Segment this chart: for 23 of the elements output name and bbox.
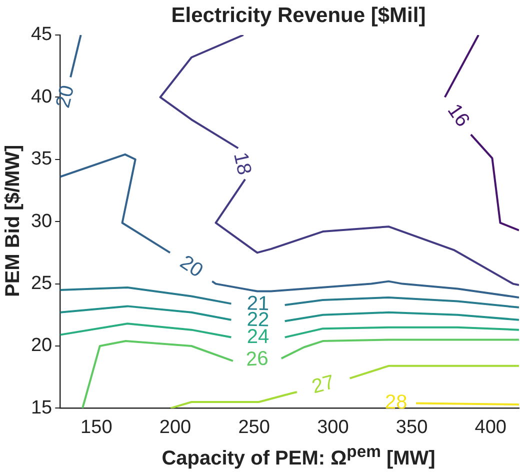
y-tick-label: 20 bbox=[30, 335, 52, 356]
x-tick-label: 400 bbox=[474, 416, 506, 438]
y-axis-title: PEM Bid [$/MW] bbox=[2, 144, 25, 298]
y-tick-label: 25 bbox=[30, 273, 52, 294]
y-tick-label: 15 bbox=[30, 397, 52, 418]
y-tick-label: 45 bbox=[30, 24, 52, 46]
x-tick-label: 250 bbox=[238, 416, 270, 438]
chart-title: Electricity Revenue [$Mil] bbox=[170, 4, 427, 28]
y-tick-label: 35 bbox=[30, 148, 52, 170]
x-axis-title: Capacity of PEM: Ω$^{pem}$ [MW] bbox=[160, 442, 436, 471]
text: 18 bbox=[228, 150, 256, 177]
x-tick-label: 350 bbox=[396, 416, 428, 438]
text: 20 bbox=[52, 83, 79, 110]
x-tick-label: 150 bbox=[80, 416, 112, 438]
x-tick-label: 200 bbox=[159, 416, 192, 438]
y-tick-label: 40 bbox=[30, 86, 52, 108]
series-label: 24 bbox=[246, 326, 270, 348]
x-tick-label: 300 bbox=[317, 416, 349, 438]
y-tick-label: 30 bbox=[30, 210, 52, 232]
series-label: 26 bbox=[245, 348, 269, 371]
text: 27 bbox=[310, 371, 337, 398]
text: 20 bbox=[176, 251, 207, 282]
text: 16 bbox=[442, 100, 474, 131]
